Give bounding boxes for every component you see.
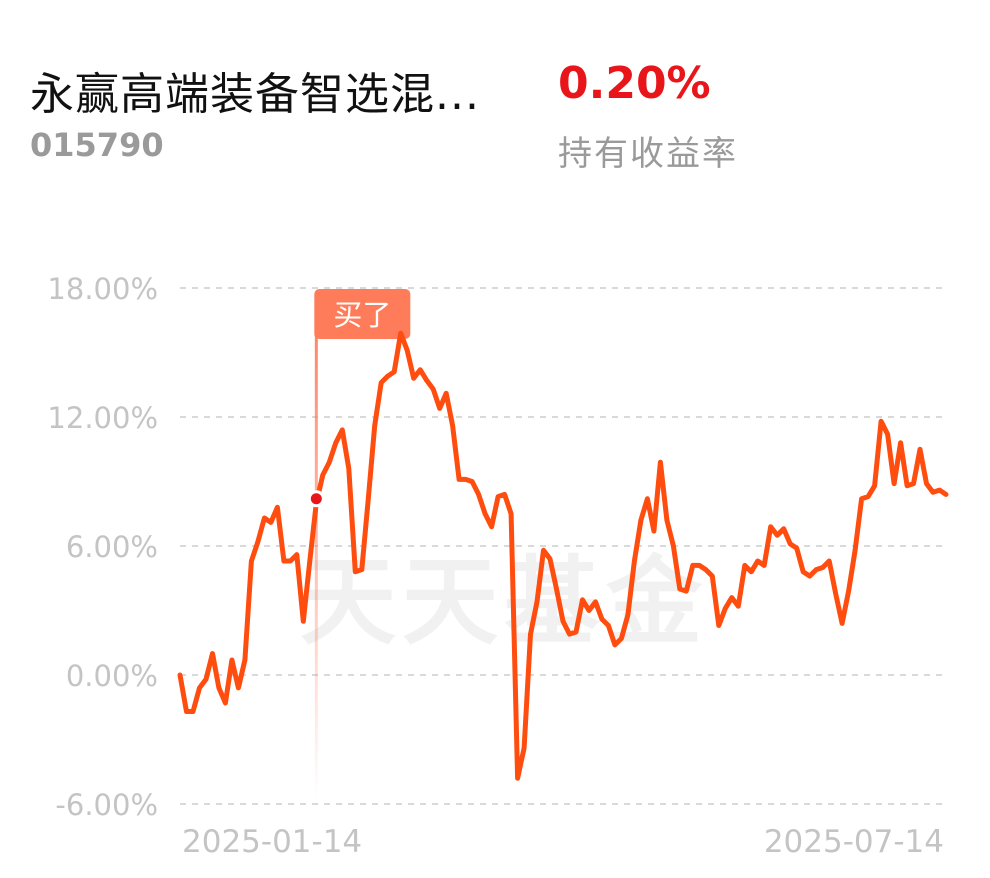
fund-name: 永赢高端装备智选混... bbox=[30, 69, 480, 120]
x-tick-label: 2025-07-14 bbox=[764, 824, 944, 860]
holding-return-label: 持有收益率 bbox=[558, 134, 738, 174]
y-tick-label: 6.00% bbox=[66, 530, 158, 564]
buy-marker-line bbox=[314, 320, 318, 800]
buy-point[interactable] bbox=[307, 490, 325, 508]
y-axis-ticks: 18.00% 12.00% 6.00% 0.00% -6.00% bbox=[47, 272, 158, 822]
fund-code: 015790 bbox=[30, 126, 164, 164]
buy-marker-badge[interactable] bbox=[314, 289, 411, 339]
x-axis-ticks: 2025-01-14 2025-07-14 bbox=[182, 824, 944, 860]
y-tick-label: -6.00% bbox=[55, 788, 158, 822]
y-tick-label: 12.00% bbox=[47, 401, 158, 435]
y-tick-label: 0.00% bbox=[66, 659, 158, 693]
x-tick-label: 2025-01-14 bbox=[182, 824, 362, 860]
series-layer bbox=[177, 330, 949, 781]
buy-marker[interactable]: 买了 bbox=[314, 289, 411, 800]
holding-return-value: 0.20% bbox=[558, 58, 711, 109]
series-line bbox=[177, 330, 949, 781]
y-tick-label: 18.00% bbox=[47, 272, 158, 306]
buy-marker-label: 买了 bbox=[333, 298, 391, 332]
y-gridlines bbox=[180, 287, 946, 805]
